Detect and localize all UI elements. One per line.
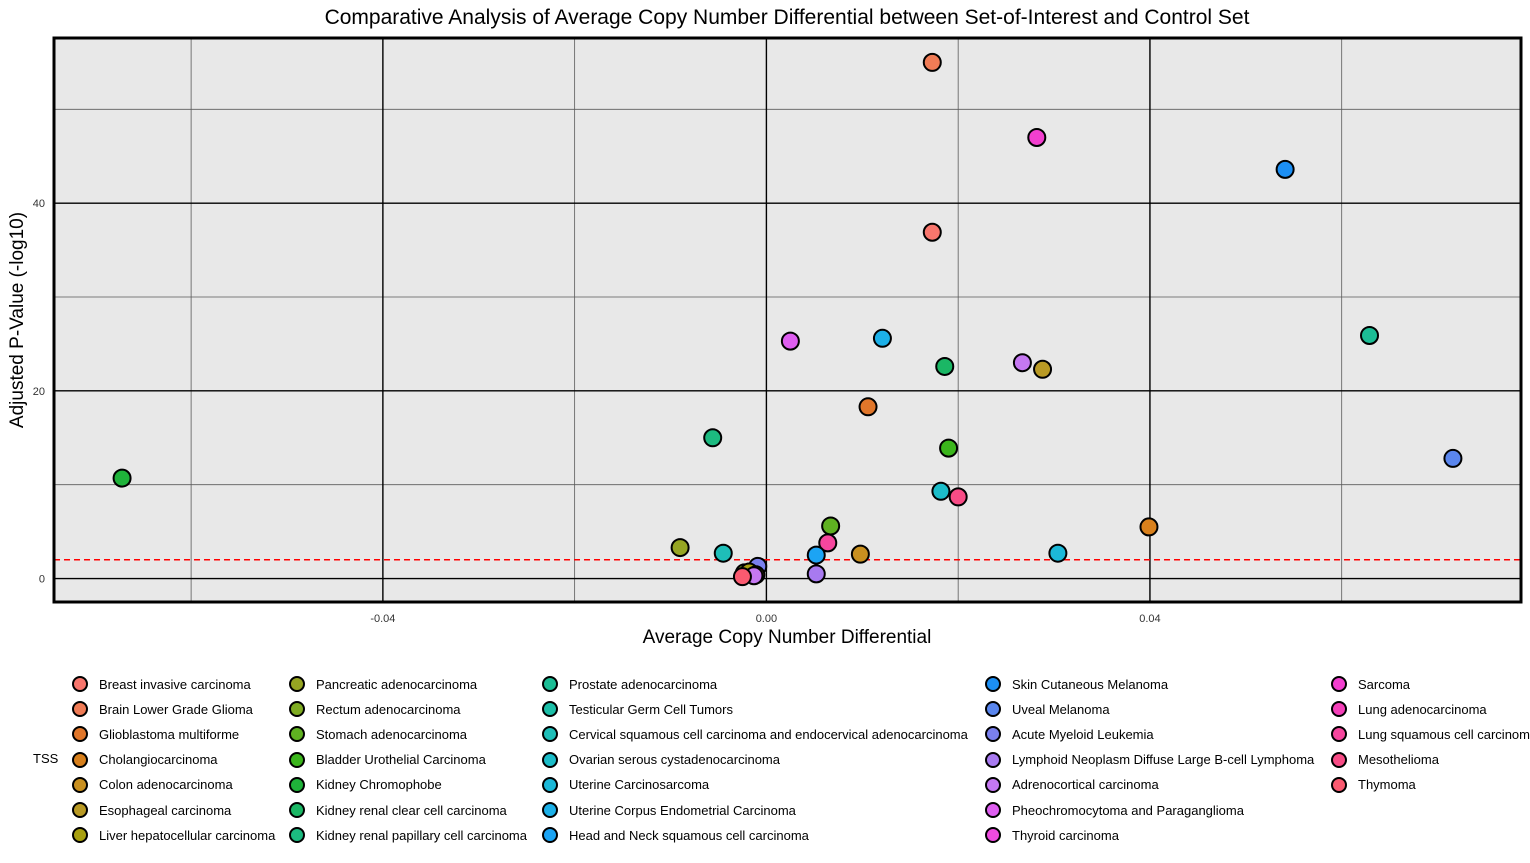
data-point [713, 543, 733, 563]
plot-border [52, 36, 1523, 604]
x-tick-label: -0.04 [370, 613, 395, 625]
data-point [922, 222, 942, 242]
data-point [1139, 517, 1159, 537]
data-point [806, 545, 826, 565]
y-tick-label: 20 [33, 386, 45, 398]
data-point [1443, 448, 1463, 468]
plot-panel [54, 38, 1521, 602]
data-point [872, 328, 892, 348]
x-axis-label: Average Copy Number Differential [643, 627, 932, 648]
data-point [1275, 159, 1295, 179]
data-point [850, 544, 870, 564]
x-tick-label: 0.04 [1139, 613, 1160, 625]
x-tick-label: 0.00 [756, 613, 777, 625]
data-point [939, 438, 959, 458]
data-point [1048, 543, 1068, 563]
chart-title: Comparative Analysis of Average Copy Num… [325, 6, 1250, 29]
y-axis-ticks: 0 20 40 [33, 198, 45, 585]
data-point [1027, 127, 1047, 147]
data-point [1033, 359, 1053, 379]
data-point [948, 487, 968, 507]
data-point [703, 428, 723, 448]
data-point [732, 567, 752, 587]
data-point [922, 52, 942, 72]
data-point [858, 397, 878, 417]
data-point [1012, 353, 1032, 373]
data-point [818, 533, 838, 553]
data-point [112, 468, 132, 488]
data-point [780, 331, 800, 351]
y-tick-label: 0 [39, 574, 45, 586]
data-points [112, 52, 1463, 587]
data-point [1360, 325, 1380, 345]
data-point [806, 564, 826, 584]
major-gridlines [54, 38, 1521, 602]
data-point [931, 481, 951, 501]
minor-gridlines [54, 38, 1521, 602]
data-point [670, 538, 690, 558]
y-axis-label: Adjusted P-Value (-log10) [7, 212, 28, 428]
x-axis-ticks: -0.04 0.00 0.04 [370, 613, 1160, 625]
data-point [821, 516, 841, 536]
y-tick-label: 40 [33, 198, 45, 210]
data-point [935, 356, 955, 376]
